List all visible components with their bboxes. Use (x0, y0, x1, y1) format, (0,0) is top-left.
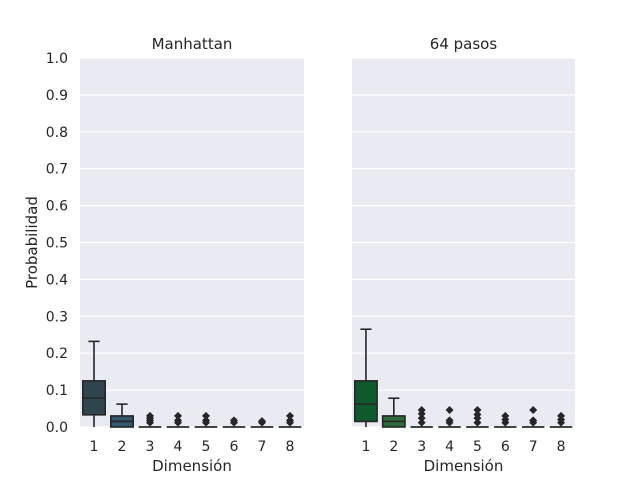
box-manhattan-dim-8 (278, 411, 302, 428)
outlier-point (445, 416, 454, 425)
outlier-point (473, 410, 482, 419)
y-tick-label: 0.7 (46, 162, 68, 178)
y-axis-label: Probabilidad (23, 196, 41, 289)
outlier-point (529, 406, 538, 415)
box-64-pasos-dim-6 (494, 411, 517, 428)
y-tick-label: 0.5 (46, 236, 68, 252)
outlier-point (230, 416, 238, 425)
y-tick-label: 0.8 (46, 125, 68, 141)
box-manhattan-dim-2 (110, 403, 135, 428)
x-tick-label: 5 (202, 439, 211, 455)
box-64-pasos-dim-8 (549, 411, 573, 428)
outlier-point (445, 406, 454, 415)
box-manhattan-dim-7 (250, 417, 274, 428)
x-tick-label: 3 (146, 439, 155, 455)
box-64-pasos-dim-4 (438, 406, 461, 428)
box-64-pasos-dim-1 (353, 328, 378, 427)
box-64-pasos-dim-5 (466, 406, 489, 428)
outlier-point (473, 406, 482, 415)
box-64-pasos-dim-7 (522, 406, 545, 428)
x-tick-label: 7 (529, 439, 538, 455)
outlier-point (174, 411, 182, 420)
outlier-point (286, 411, 294, 420)
x-tick-label: 3 (417, 439, 426, 455)
outlier-point (286, 416, 294, 425)
box-manhattan-dim-3 (138, 411, 162, 428)
outlier-point (417, 414, 426, 423)
panel-64-pasos: 64 pasos 1 2 3 4 5 6 7 8 Dimensión (352, 35, 575, 475)
outlier-point (202, 411, 210, 420)
outlier-point (529, 416, 538, 425)
x-tick-label: 4 (445, 439, 454, 455)
x-tick-label: 8 (286, 439, 295, 455)
outlier-point (146, 411, 154, 420)
box-manhattan-dim-4 (166, 411, 190, 428)
x-tick-label: 2 (389, 439, 398, 455)
x-tick-label: 1 (361, 439, 370, 455)
chart-title-64-pasos: 64 pasos (430, 35, 498, 53)
outlier-point (417, 406, 426, 415)
box-body (353, 380, 378, 423)
y-tick-label: 0.6 (46, 199, 68, 215)
x-tick-label: 5 (473, 439, 482, 455)
outlier-point (202, 416, 210, 425)
y-tick-label: 1.0 (46, 51, 68, 67)
y-tick-label: 0.2 (46, 346, 68, 362)
x-tick-label: 1 (90, 439, 99, 455)
chart-title-manhattan: Manhattan (152, 35, 233, 53)
x-tick-label: 8 (557, 439, 566, 455)
y-tick-label: 0.0 (46, 420, 68, 436)
box-manhattan-dim-1 (82, 340, 107, 427)
outlier-point (557, 411, 566, 420)
x-tick-label: 7 (258, 439, 267, 455)
outlier-point (417, 418, 426, 427)
y-tick-label: 0.3 (46, 309, 68, 325)
outlier-point (473, 418, 482, 427)
x-tick-label: 2 (118, 439, 127, 455)
x-axis-label-manhattan: Dimensión (152, 457, 232, 475)
box-64-pasos-dim-2 (381, 397, 406, 428)
x-tick-label: 4 (174, 439, 183, 455)
y-tick-label: 0.9 (46, 88, 68, 104)
outlier-point (501, 411, 510, 420)
box-manhattan-dim-6 (222, 416, 246, 428)
box-64-pasos-dim-3 (410, 406, 433, 428)
y-tick-label: 0.1 (46, 383, 68, 399)
outlier-point (174, 416, 182, 425)
x-tick-label: 6 (501, 439, 510, 455)
x-axis-label-64-pasos: Dimensión (424, 457, 504, 475)
y-tick-label: 0.4 (46, 272, 68, 288)
box-manhattan-dim-5 (194, 411, 218, 428)
x-tick-label: 6 (230, 439, 239, 455)
outlier-point (258, 417, 266, 426)
panel-manhattan: 0.0 0.1 0.2 0.3 0.4 0.5 0.6 0.7 0.8 0.9 1.0 Manhatt… (23, 35, 304, 475)
